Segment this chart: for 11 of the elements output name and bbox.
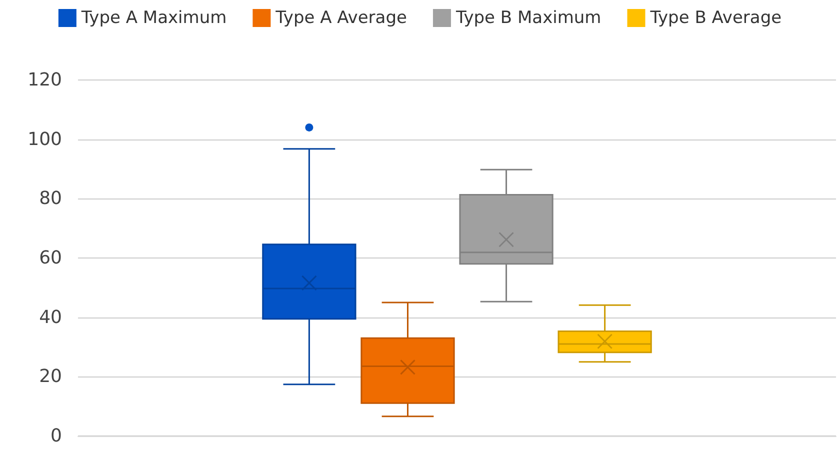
legend-label: Type B Average — [649, 8, 782, 28]
legend-label: Type A Maximum — [80, 8, 227, 28]
y-tick-label: 60 — [39, 248, 62, 268]
y-tick-label: 100 — [28, 128, 62, 150]
y-tick-label: 20 — [39, 366, 62, 388]
y-tick-label: 0 — [50, 426, 62, 446]
legend-label: Type A Average — [274, 8, 407, 28]
y-tick-label: 40 — [39, 306, 62, 328]
y-tick-label: 120 — [28, 70, 62, 90]
y-tick-label: 80 — [39, 188, 62, 210]
legend-label: Type B Maximum — [454, 8, 602, 28]
